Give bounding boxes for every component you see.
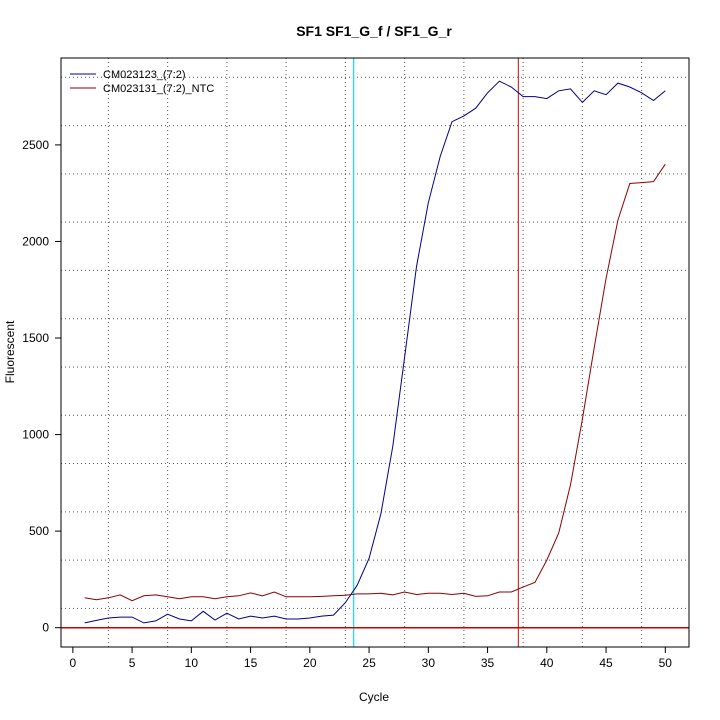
x-axis-ticks: 0 5 10 15 20 25 30 35 40 45 50 — [70, 647, 673, 670]
vertical-markers — [353, 58, 519, 647]
x-tick-label: 35 — [481, 656, 495, 670]
grid-lines — [61, 58, 689, 647]
y-tick-label: 1500 — [22, 331, 49, 345]
legend-label: CM023123_(7:2) — [103, 69, 186, 81]
y-tick-label: 500 — [29, 524, 49, 538]
x-tick-label: 30 — [422, 656, 436, 670]
x-tick-label: 45 — [599, 656, 613, 670]
series-line-1 — [84, 80, 666, 624]
legend: CM023123_(7:2) CM023131_(7:2)_NTC — [70, 69, 214, 95]
x-tick-label: 20 — [303, 656, 317, 670]
y-tick-label: 0 — [42, 621, 49, 635]
x-axis-label: Cycle — [359, 690, 389, 704]
x-tick-label: 0 — [70, 656, 77, 670]
series-lines — [84, 80, 666, 624]
x-tick-label: 25 — [362, 656, 376, 670]
y-tick-label: 2500 — [22, 138, 49, 152]
x-tick-label: 5 — [129, 656, 136, 670]
y-tick-label: 1000 — [22, 428, 49, 442]
y-axis-ticks: 0 500 1000 1500 2000 2500 — [22, 138, 61, 635]
x-tick-label: 40 — [540, 656, 554, 670]
legend-label: CM023131_(7:2)_NTC — [103, 83, 214, 95]
chart-title: SF1 SF1_G_f / SF1_G_r — [296, 23, 452, 39]
series-line-2 — [84, 163, 666, 602]
y-tick-label: 2000 — [22, 234, 49, 248]
x-tick-label: 50 — [659, 656, 673, 670]
y-axis-label: Fluorescent — [3, 320, 17, 383]
plot-frame — [60, 57, 690, 648]
x-tick-label: 15 — [244, 656, 258, 670]
x-tick-label: 10 — [185, 656, 199, 670]
